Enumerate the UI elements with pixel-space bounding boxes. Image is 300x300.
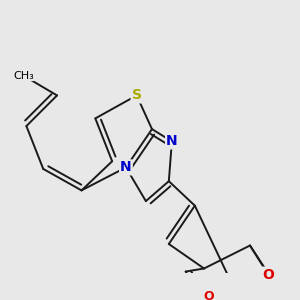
Text: O: O xyxy=(262,268,274,282)
Text: CH₃: CH₃ xyxy=(13,70,34,80)
Text: N: N xyxy=(120,160,132,174)
Text: O: O xyxy=(203,290,214,300)
Text: S: S xyxy=(132,88,142,102)
Text: N: N xyxy=(166,134,178,148)
